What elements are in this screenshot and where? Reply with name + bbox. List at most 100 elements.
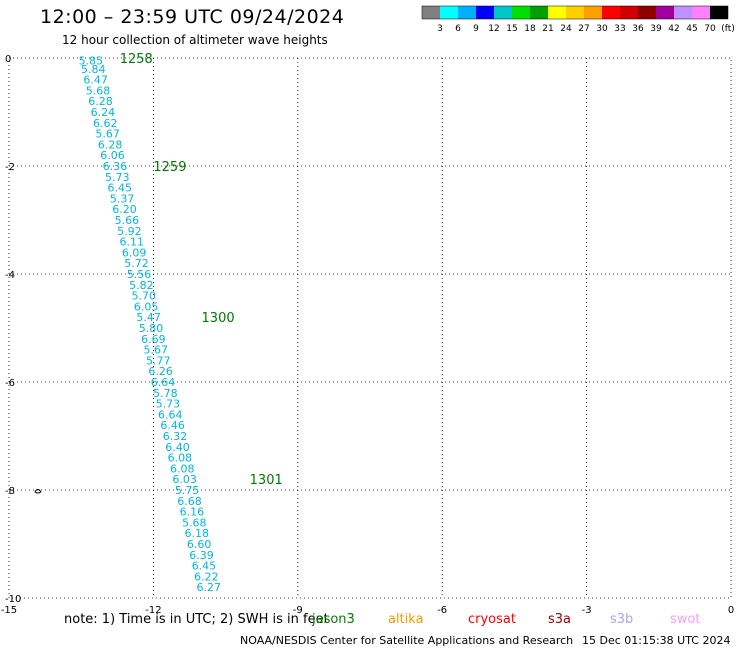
chart-subtitle: 12 hour collection of altimeter wave hei… bbox=[62, 33, 328, 47]
colorbar-label: 45 bbox=[686, 24, 697, 34]
colorbar-label: 18 bbox=[524, 24, 536, 34]
colorbar-label: 9 bbox=[473, 24, 479, 34]
colorbar-label: 6 bbox=[455, 24, 461, 34]
footer-organization: NOAA/NESDIS Center for Satellite Applica… bbox=[240, 634, 574, 647]
colorbar-label: 42 bbox=[668, 24, 679, 34]
color-swatch bbox=[422, 6, 440, 19]
wave-height-point: 6.03 bbox=[172, 473, 197, 486]
y-tick-label: -4 bbox=[5, 270, 15, 281]
x-tick-label: -15 bbox=[1, 605, 17, 616]
x-tick-label: -9 bbox=[293, 605, 303, 616]
color-swatch bbox=[674, 6, 692, 19]
wave-height-point: 5.67 bbox=[144, 344, 169, 357]
wave-height-point: 5.56 bbox=[127, 268, 152, 281]
wave-height-point: 6.08 bbox=[170, 462, 195, 475]
wave-height-point: 5.73 bbox=[105, 171, 130, 184]
colorbar-label: 39 bbox=[650, 24, 662, 34]
x-tick-label: 0 bbox=[728, 605, 734, 616]
wave-height-point: 6.36 bbox=[103, 160, 128, 173]
wave-height-point: 6.08 bbox=[168, 452, 193, 465]
time-label: 1300 bbox=[202, 311, 235, 326]
wave-height-point: 5.84 bbox=[81, 63, 106, 76]
colorbar-label: 70 bbox=[704, 24, 716, 34]
satellite-legend-item: s3b bbox=[610, 612, 634, 627]
wave-height-point: 6.68 bbox=[177, 495, 202, 508]
colorbar-label: 15 bbox=[506, 24, 517, 34]
wave-height-point: 6.69 bbox=[141, 333, 166, 346]
y-tick-label: -10 bbox=[5, 594, 21, 605]
wave-height-point: 6.39 bbox=[189, 549, 214, 562]
color-swatch bbox=[584, 6, 602, 19]
wave-height-point: 6.16 bbox=[180, 506, 205, 519]
color-swatch bbox=[566, 6, 584, 19]
wave-height-point: 6.40 bbox=[165, 441, 190, 454]
y-tick-label: -6 bbox=[5, 378, 15, 389]
plot-frame bbox=[8, 57, 732, 599]
time-label: 1259 bbox=[153, 160, 186, 175]
color-swatch bbox=[710, 6, 728, 19]
coastline-fragment bbox=[34, 489, 42, 494]
y-tick-label: -8 bbox=[5, 486, 15, 497]
colorbar-label: 3 bbox=[437, 24, 443, 34]
wave-height-point: 6.27 bbox=[197, 581, 222, 594]
wave-height-point: 6.26 bbox=[148, 365, 173, 378]
satellite-legend-item: swot bbox=[670, 612, 701, 627]
color-swatch bbox=[494, 6, 512, 19]
color-swatch bbox=[602, 6, 620, 19]
colorbar-label: 12 bbox=[488, 24, 499, 34]
colorbar-label: 30 bbox=[596, 24, 608, 34]
wave-height-point: 6.60 bbox=[187, 538, 212, 551]
wave-height-point: 6.09 bbox=[122, 246, 147, 259]
satellite-legend-item: s3a bbox=[548, 612, 572, 627]
color-swatch bbox=[512, 6, 530, 19]
chart-title: 12:00 – 23:59 UTC 09/24/2024 bbox=[40, 6, 345, 28]
x-tick-label: -12 bbox=[145, 605, 161, 616]
wave-height-point: 6.24 bbox=[91, 106, 116, 119]
colorbar-label: 24 bbox=[560, 24, 572, 34]
footer-timestamp: 15 Dec 01:15:38 UTC 2024 bbox=[582, 634, 731, 647]
colorbar-label: 36 bbox=[632, 24, 644, 34]
wave-height-point: 5.78 bbox=[153, 387, 178, 400]
x-tick-label: -3 bbox=[582, 605, 592, 616]
wave-height-point: 5.70 bbox=[132, 290, 157, 303]
wave-height-point: 6.46 bbox=[160, 419, 185, 432]
color-swatch bbox=[548, 6, 566, 19]
color-swatch bbox=[530, 6, 548, 19]
wave-height-point: 5.72 bbox=[124, 257, 149, 270]
wave-height-point: 6.28 bbox=[98, 138, 123, 151]
wave-height-point: 6.18 bbox=[184, 527, 209, 540]
wave-height-point: 5.92 bbox=[117, 225, 142, 238]
wave-height-point: 5.67 bbox=[95, 128, 120, 141]
wave-height-point: 6.45 bbox=[107, 182, 132, 195]
color-swatch bbox=[692, 6, 710, 19]
wave-height-point: 6.05 bbox=[134, 300, 159, 313]
color-swatch bbox=[476, 6, 494, 19]
wave-height-point: 5.80 bbox=[139, 322, 164, 335]
wave-height-point: 6.06 bbox=[100, 149, 125, 162]
colorbar-label: 21 bbox=[542, 24, 553, 34]
x-tick-label: -6 bbox=[437, 605, 447, 616]
color-scale-legend: 3 6 9 12 15 18 21 24 27 30 33 36 39 42 45 70 (ft) bbox=[421, 5, 735, 34]
satellite-legend-item: jason3 bbox=[312, 612, 355, 627]
time-label: 1258 bbox=[120, 52, 153, 67]
wave-height-point: 6.20 bbox=[112, 203, 137, 216]
colorbar-label: (ft) bbox=[721, 24, 735, 34]
wave-height-point: 5.77 bbox=[146, 354, 171, 367]
color-swatch bbox=[458, 6, 476, 19]
wave-height-point: 5.68 bbox=[86, 84, 111, 97]
satellite-legend-item: cryosat bbox=[468, 612, 516, 627]
wave-height-point: 5.85 bbox=[79, 55, 104, 68]
wave-height-point: 5.66 bbox=[115, 214, 140, 227]
wave-height-point: 6.11 bbox=[119, 236, 144, 249]
color-swatch bbox=[620, 6, 638, 19]
color-swatch bbox=[656, 6, 674, 19]
wave-height-point: 6.64 bbox=[151, 376, 176, 389]
wave-height-point: 5.73 bbox=[156, 398, 181, 411]
wave-height-point: 5.37 bbox=[110, 192, 135, 205]
wave-height-point: 6.28 bbox=[88, 95, 113, 108]
wave-height-point: 5.68 bbox=[182, 516, 207, 529]
wave-height-point: 5.47 bbox=[136, 311, 161, 324]
color-swatch bbox=[638, 6, 656, 19]
wave-height-point: 6.32 bbox=[163, 430, 188, 443]
